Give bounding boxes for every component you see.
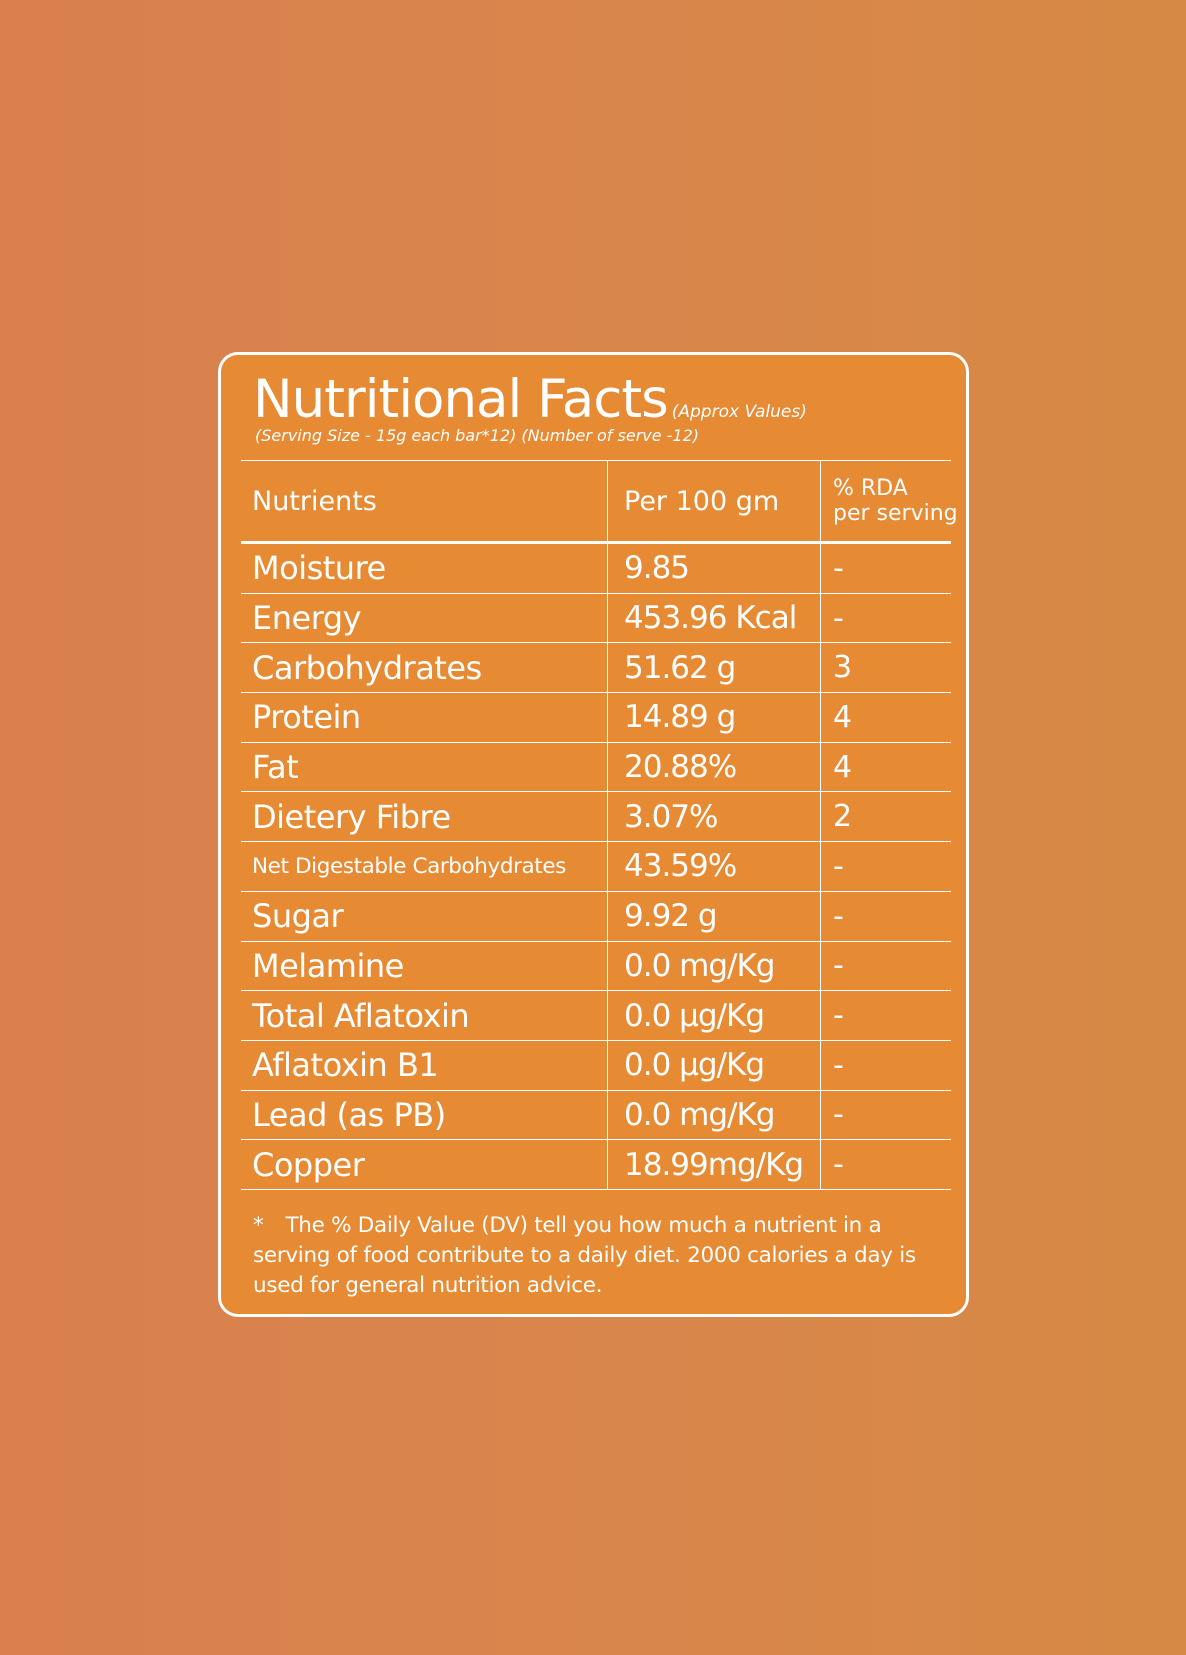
per-100gm-value: 453.96 Kcal (608, 593, 821, 643)
rda-value: - (833, 1147, 844, 1183)
footnote: * The % Daily Value (DV) tell you how muc… (253, 1211, 943, 1301)
nutrient-name: Aflatoxin B1 (241, 1040, 608, 1090)
per-100gm-value: 9.92 g (608, 891, 821, 941)
column-header-nutrients: Nutrients (241, 461, 608, 541)
table-row: Lead (as PB) 0.0 mg/Kg - (241, 1090, 951, 1141)
rda-value: 4 (833, 749, 852, 785)
rda-value: - (833, 998, 844, 1034)
rda-value: - (833, 600, 844, 636)
column-header-rda: % RDA per serving (821, 461, 958, 541)
rda-value: - (833, 898, 844, 934)
nutrition-table: Nutrients Per 100 gm % RDA per serving M… (241, 460, 958, 1190)
table-row: Dietery Fibre 3.07% 2 (241, 792, 951, 843)
nutrient-name: Dietery Fibre (241, 792, 608, 842)
table-row: Carbohydrates 51.62 g 3 (241, 643, 951, 694)
nutrition-facts-panel: Nutritional Facts (Approx Values) (Servin… (218, 352, 969, 1317)
footnote-text: The % Daily Value (DV) tell you how much… (253, 1213, 916, 1298)
table-row: Aflatoxin B1 0.0 µg/Kg - (241, 1040, 951, 1091)
nutrient-name: Sugar (241, 891, 608, 941)
nutrient-name: Lead (as PB) (241, 1090, 608, 1140)
table-row: Energy 453.96 Kcal - (241, 593, 951, 644)
per-100gm-value: 43.59% (608, 842, 821, 891)
approx-note: (Approx Values) (671, 402, 807, 422)
table-row: Sugar 9.92 g - (241, 891, 951, 942)
column-header-per-100gm: Per 100 gm (608, 461, 821, 541)
page-title: Nutritional Facts (253, 369, 669, 430)
nutrient-name: Carbohydrates (241, 643, 608, 693)
per-100gm-value: 14.89 g (608, 693, 821, 742)
rda-value: - (833, 550, 844, 586)
table-row: Protein 14.89 g 4 (241, 693, 951, 743)
table-row: Total Aflatoxin 0.0 µg/Kg - (241, 991, 951, 1041)
per-100gm-value: 0.0 mg/Kg (608, 941, 821, 991)
table-row: Net Digestable Carbohydrates 43.59% - (241, 842, 951, 892)
nutrient-name: Net Digestable Carbohydrates (241, 842, 608, 891)
nutrient-name: Copper (241, 1140, 608, 1189)
per-100gm-value: 51.62 g (608, 643, 821, 693)
nutrient-name: Energy (241, 593, 608, 643)
per-100gm-value: 3.07% (608, 792, 821, 842)
table-row: Moisture 9.85 - (241, 544, 951, 594)
footnote-marker: * (253, 1213, 264, 1238)
serving-info: (Serving Size - 15g each bar*12) (Number… (255, 426, 700, 445)
per-100gm-value: 0.0 mg/Kg (608, 1090, 821, 1140)
per-100gm-value: 20.88% (608, 742, 821, 792)
nutrient-name: Total Aflatoxin (241, 991, 608, 1040)
rda-value: - (833, 1097, 844, 1133)
nutrient-name: Moisture (241, 544, 608, 593)
table-header-row: Nutrients Per 100 gm % RDA per serving (241, 461, 958, 544)
table-row: Copper 18.99mg/Kg - (241, 1140, 951, 1190)
per-100gm-value: 0.0 µg/Kg (608, 991, 821, 1040)
rda-value: 2 (833, 799, 852, 835)
rda-value: 3 (833, 650, 852, 686)
nutrient-name: Melamine (241, 941, 608, 991)
nutrient-name: Fat (241, 742, 608, 792)
rda-value: 4 (833, 699, 852, 735)
per-100gm-value: 18.99mg/Kg (608, 1140, 821, 1189)
rda-value: - (833, 948, 844, 984)
table-row: Melamine 0.0 mg/Kg - (241, 941, 951, 992)
table-row: Fat 20.88% 4 (241, 742, 951, 793)
column-header-rda-line2: per serving (833, 501, 958, 526)
rda-value: - (833, 848, 844, 884)
title-line: Nutritional Facts (Approx Values) (253, 369, 807, 430)
rda-value: - (833, 1047, 844, 1083)
column-header-rda-line1: % RDA (833, 476, 908, 501)
per-100gm-value: 0.0 µg/Kg (608, 1040, 821, 1090)
nutrient-name: Protein (241, 693, 608, 742)
per-100gm-value: 9.85 (608, 544, 821, 593)
